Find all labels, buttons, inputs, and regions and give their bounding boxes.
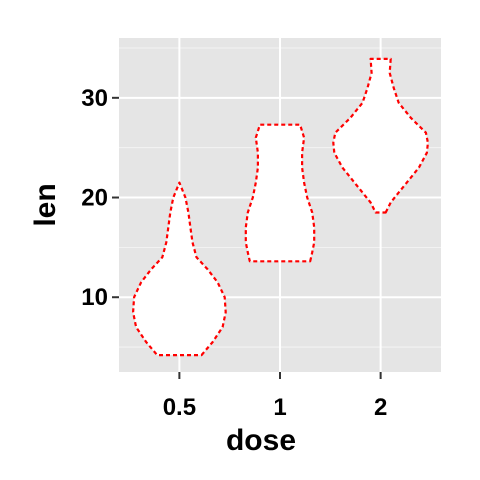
x-tick-label: 0.5 — [163, 394, 196, 421]
y-tick-label: 10 — [81, 284, 108, 311]
x-axis: 0.5 1 2 — [163, 372, 387, 421]
violins — [132, 57, 429, 357]
violin-1 — [244, 123, 316, 263]
x-axis-title: dose — [226, 424, 296, 457]
y-tick-label: 30 — [81, 85, 108, 112]
x-tick-label: 2 — [374, 394, 387, 421]
y-axis: 10 20 30 — [81, 85, 119, 311]
violin-0.5 — [132, 181, 227, 357]
violin-2 — [332, 57, 429, 214]
y-tick-label: 20 — [81, 185, 108, 212]
y-axis-title: len — [29, 183, 62, 226]
x-tick-label: 1 — [273, 394, 286, 421]
